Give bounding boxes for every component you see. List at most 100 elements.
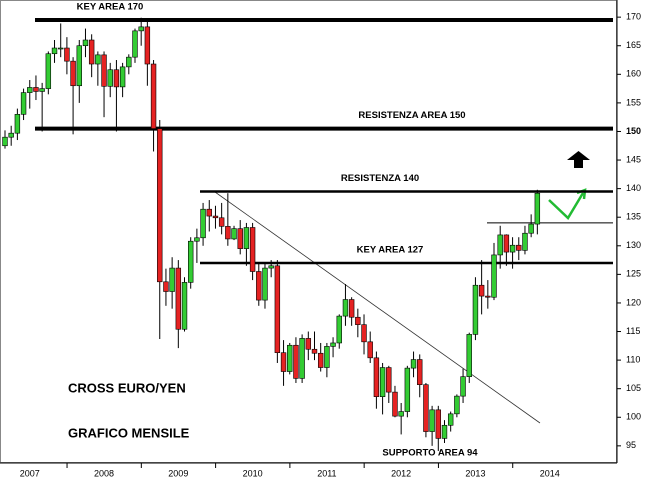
candle-body	[8, 132, 14, 138]
candle-body	[317, 352, 324, 368]
candle-body	[212, 215, 219, 219]
candle-body	[509, 244, 516, 253]
candle-body	[460, 376, 466, 397]
y-tick-label: 130	[626, 240, 641, 250]
level-label: KEY AREA 127	[357, 244, 424, 255]
y-tick-label: 120	[626, 297, 641, 307]
candle-body	[39, 88, 45, 92]
candle-body	[348, 299, 355, 318]
candle-body	[243, 227, 250, 249]
candle-body	[188, 240, 194, 283]
level-label: KEY AREA 170	[77, 2, 144, 13]
candle-body	[132, 30, 138, 58]
x-tick-label: 2013	[465, 468, 485, 478]
candle-body	[478, 284, 485, 297]
candle-body	[27, 87, 33, 93]
candle-body	[169, 267, 175, 292]
candle-body	[33, 87, 39, 92]
y-tick-label: 145	[626, 154, 641, 164]
candle-body	[237, 228, 243, 249]
candle-body	[429, 409, 435, 432]
candle-body	[268, 265, 274, 269]
candle-body	[45, 53, 52, 89]
candle-body	[472, 284, 479, 335]
x-tick-label: 2009	[168, 468, 188, 478]
y-tick-label: 170	[626, 12, 641, 22]
candle-body	[491, 254, 497, 298]
candle-body	[293, 344, 299, 379]
y-tick-label: 135	[626, 212, 641, 222]
candle-body	[324, 346, 330, 368]
candle-body	[175, 267, 182, 330]
x-tick-label: 2014	[540, 468, 560, 478]
candle-body	[454, 395, 460, 415]
candle-body	[249, 227, 256, 272]
candle-body	[14, 114, 21, 134]
candle-body	[256, 271, 262, 301]
candle-body	[163, 281, 169, 292]
y-tick-label: 115	[626, 326, 640, 336]
x-tick-label: 2012	[391, 468, 411, 478]
y-tick-label: 155	[626, 97, 641, 107]
candle-body	[150, 63, 157, 129]
candle-body	[466, 334, 472, 377]
up-arrow	[567, 151, 590, 168]
candle-body	[157, 128, 163, 283]
candle-body	[398, 411, 404, 417]
candle-body	[410, 359, 417, 369]
candle-body	[528, 223, 534, 234]
candle-body	[441, 424, 448, 439]
candle-body	[299, 338, 305, 379]
candle-body	[51, 47, 58, 55]
y-tick-label: 160	[626, 69, 641, 79]
candle-body	[522, 232, 528, 251]
chart-subtitle: GRAFICO MENSILE	[68, 425, 190, 440]
candle-body	[485, 295, 491, 298]
candle-body	[194, 237, 200, 242]
candle-body	[355, 316, 361, 325]
chart-title: CROSS EURO/YEN	[68, 380, 186, 395]
x-tick-label: 2011	[317, 468, 336, 478]
candle-body	[200, 208, 206, 239]
candle-body	[107, 69, 113, 87]
y-tick-label: 150	[626, 126, 641, 136]
candle-body	[417, 359, 423, 385]
candle-body	[2, 136, 8, 147]
candle-body	[386, 367, 392, 393]
x-tick-label: 2008	[94, 468, 114, 478]
candle-body	[336, 315, 342, 344]
x-tick-label: 2007	[20, 468, 40, 478]
y-tick-label: 140	[626, 183, 641, 193]
candle-body	[20, 92, 27, 115]
candle-body	[534, 192, 541, 225]
candle-body	[70, 60, 76, 87]
candle-body	[95, 54, 101, 65]
candle-body	[404, 367, 411, 412]
candle-body	[101, 54, 107, 87]
y-tick-label: 110	[626, 354, 640, 364]
candle-body	[361, 324, 367, 343]
candle-body	[274, 265, 281, 353]
level-label: RESISTENZA AREA 150	[358, 110, 465, 121]
y-tick-label: 95	[626, 440, 636, 450]
candle-body	[262, 267, 268, 301]
candle-body	[497, 234, 503, 256]
candle-body	[126, 56, 132, 68]
candle-body	[113, 69, 120, 88]
candle-body	[138, 26, 144, 32]
candle-body	[342, 299, 349, 317]
y-tick-label: 100	[626, 412, 641, 422]
candle-body	[373, 357, 380, 397]
y-tick-label: 165	[626, 40, 641, 50]
candle-body	[119, 66, 126, 88]
candle-body	[58, 47, 64, 50]
candle-body	[423, 384, 429, 432]
forecast-arrow	[548, 192, 585, 220]
candle-body	[231, 228, 237, 240]
candle-body	[435, 409, 441, 439]
candle-body	[367, 341, 373, 359]
candle-body	[218, 217, 225, 227]
candle-body	[392, 391, 398, 417]
candle-body	[330, 342, 336, 347]
